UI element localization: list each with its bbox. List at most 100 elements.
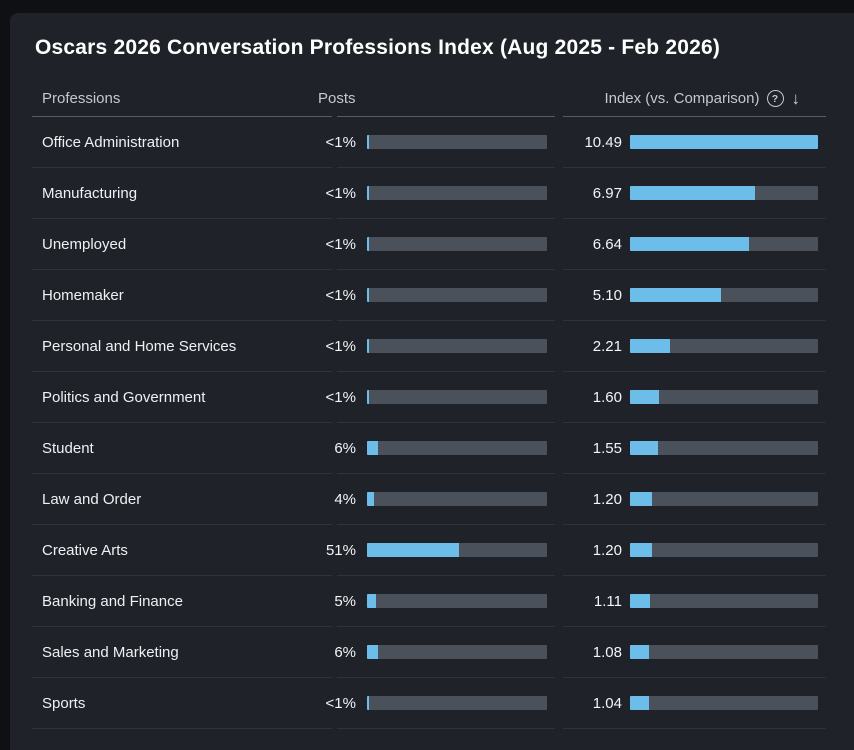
index-cell: 1.04 — [563, 678, 826, 729]
index-cell: 1.08 — [563, 627, 826, 678]
index-bar-track — [630, 135, 818, 149]
posts-cell: 6% — [334, 423, 555, 474]
table-row: Manufacturing <1% 6.97 — [32, 168, 826, 219]
column-header-posts: Posts — [318, 81, 555, 117]
index-cell: 5.10 — [563, 270, 826, 321]
posts-bar-fill — [367, 645, 378, 659]
index-value: 1.55 — [592, 439, 622, 457]
posts-header-label: Posts — [318, 90, 356, 107]
posts-bar-track — [367, 237, 547, 251]
posts-cell: 51% — [326, 525, 555, 576]
posts-value: 5% — [334, 592, 356, 610]
index-cell: 1.20 — [563, 525, 826, 576]
posts-cell: <1% — [326, 372, 555, 423]
posts-bar-fill — [367, 288, 369, 302]
table-row: Student 6% 1.55 — [32, 423, 826, 474]
posts-bar-fill — [367, 237, 369, 251]
index-bar-fill — [630, 543, 652, 557]
posts-bar-track — [367, 339, 547, 353]
index-value: 6.97 — [592, 184, 622, 202]
posts-value: <1% — [325, 694, 356, 712]
table-row: Banking and Finance 5% 1.11 — [32, 576, 826, 627]
posts-bar-fill — [367, 492, 375, 506]
index-value: 1.11 — [593, 592, 622, 610]
sort-descending-icon[interactable]: ↓ — [791, 88, 801, 108]
card-title: Oscars 2026 Conversation Professions Ind… — [35, 36, 721, 59]
index-bar-fill — [630, 492, 652, 506]
index-value: 1.20 — [592, 490, 622, 508]
posts-bar-track — [367, 135, 547, 149]
table-row: Unemployed <1% 6.64 — [32, 219, 826, 270]
index-bar-fill — [630, 645, 650, 659]
index-bar-fill — [630, 594, 650, 608]
index-bar-track — [630, 594, 818, 608]
posts-bar-fill — [367, 135, 369, 149]
posts-cell: <1% — [326, 270, 555, 321]
index-value: 1.60 — [592, 388, 622, 406]
table-body: Office Administration <1% 10.49 Manufact… — [32, 117, 826, 729]
professions-index-table: Professions Posts Index (vs. Comparison)… — [32, 81, 826, 729]
posts-bar-fill — [367, 390, 369, 404]
index-cell: 1.60 — [563, 372, 826, 423]
index-bar-track — [630, 645, 818, 659]
posts-value: <1% — [325, 133, 356, 151]
index-bar-fill — [630, 237, 749, 251]
profession-label: Student — [32, 423, 332, 474]
index-bar-track — [630, 237, 818, 251]
table-header-row: Professions Posts Index (vs. Comparison)… — [32, 81, 826, 117]
index-bar-fill — [630, 288, 722, 302]
posts-cell: 6% — [334, 627, 555, 678]
posts-value: 6% — [334, 439, 356, 457]
conversation-index-card: Oscars 2026 Conversation Professions Ind… — [10, 13, 854, 750]
index-bar-fill — [630, 441, 658, 455]
table-row: Sports <1% 1.04 — [32, 678, 826, 729]
index-cell: 1.11 — [563, 576, 826, 627]
index-bar-track — [630, 543, 818, 557]
profession-label: Creative Arts — [32, 525, 332, 576]
posts-bar-track — [367, 441, 547, 455]
index-value: 2.21 — [592, 337, 622, 355]
table-row: Homemaker <1% 5.10 — [32, 270, 826, 321]
index-bar-fill — [630, 390, 659, 404]
posts-cell: <1% — [326, 678, 555, 729]
profession-label: Banking and Finance — [32, 576, 332, 627]
column-header-professions: Professions — [32, 81, 332, 117]
index-cell: 1.55 — [563, 423, 826, 474]
table-row: Law and Order 4% 1.20 — [32, 474, 826, 525]
profession-label: Homemaker — [32, 270, 332, 321]
posts-bar-fill — [367, 594, 376, 608]
profession-label: Sales and Marketing — [32, 627, 332, 678]
table-row: Office Administration <1% 10.49 — [32, 117, 826, 168]
posts-bar-track — [367, 390, 547, 404]
table-row: Personal and Home Services <1% 2.21 — [32, 321, 826, 372]
profession-label: Manufacturing — [32, 168, 332, 219]
index-header-label: Index (vs. Comparison) — [604, 90, 760, 107]
posts-bar-fill — [367, 339, 369, 353]
index-value: 1.08 — [592, 643, 622, 661]
posts-cell: <1% — [326, 168, 555, 219]
index-cell: 6.64 — [563, 219, 826, 270]
table-row: Politics and Government <1% 1.60 — [32, 372, 826, 423]
posts-cell: <1% — [326, 117, 555, 168]
posts-value: 51% — [325, 541, 356, 559]
posts-cell: 5% — [334, 576, 555, 627]
profession-label: Office Administration — [32, 117, 332, 168]
posts-value: <1% — [325, 184, 356, 202]
posts-cell: <1% — [326, 219, 555, 270]
help-icon[interactable]: ? — [766, 90, 784, 107]
column-header-index: Index (vs. Comparison) ? ↓ — [563, 81, 826, 117]
index-cell: 2.21 — [563, 321, 826, 372]
index-bar-fill — [630, 339, 670, 353]
posts-bar-track — [367, 543, 547, 557]
posts-bar-track — [367, 492, 547, 506]
posts-bar-track — [367, 645, 547, 659]
index-bar-track — [630, 339, 818, 353]
posts-bar-track — [367, 696, 547, 710]
index-bar-track — [630, 288, 818, 302]
posts-bar-fill — [367, 441, 378, 455]
posts-value: <1% — [325, 388, 356, 406]
index-bar-fill — [630, 135, 818, 149]
posts-value: 4% — [334, 490, 356, 508]
posts-bar-fill — [367, 696, 369, 710]
posts-bar-fill — [367, 186, 369, 200]
